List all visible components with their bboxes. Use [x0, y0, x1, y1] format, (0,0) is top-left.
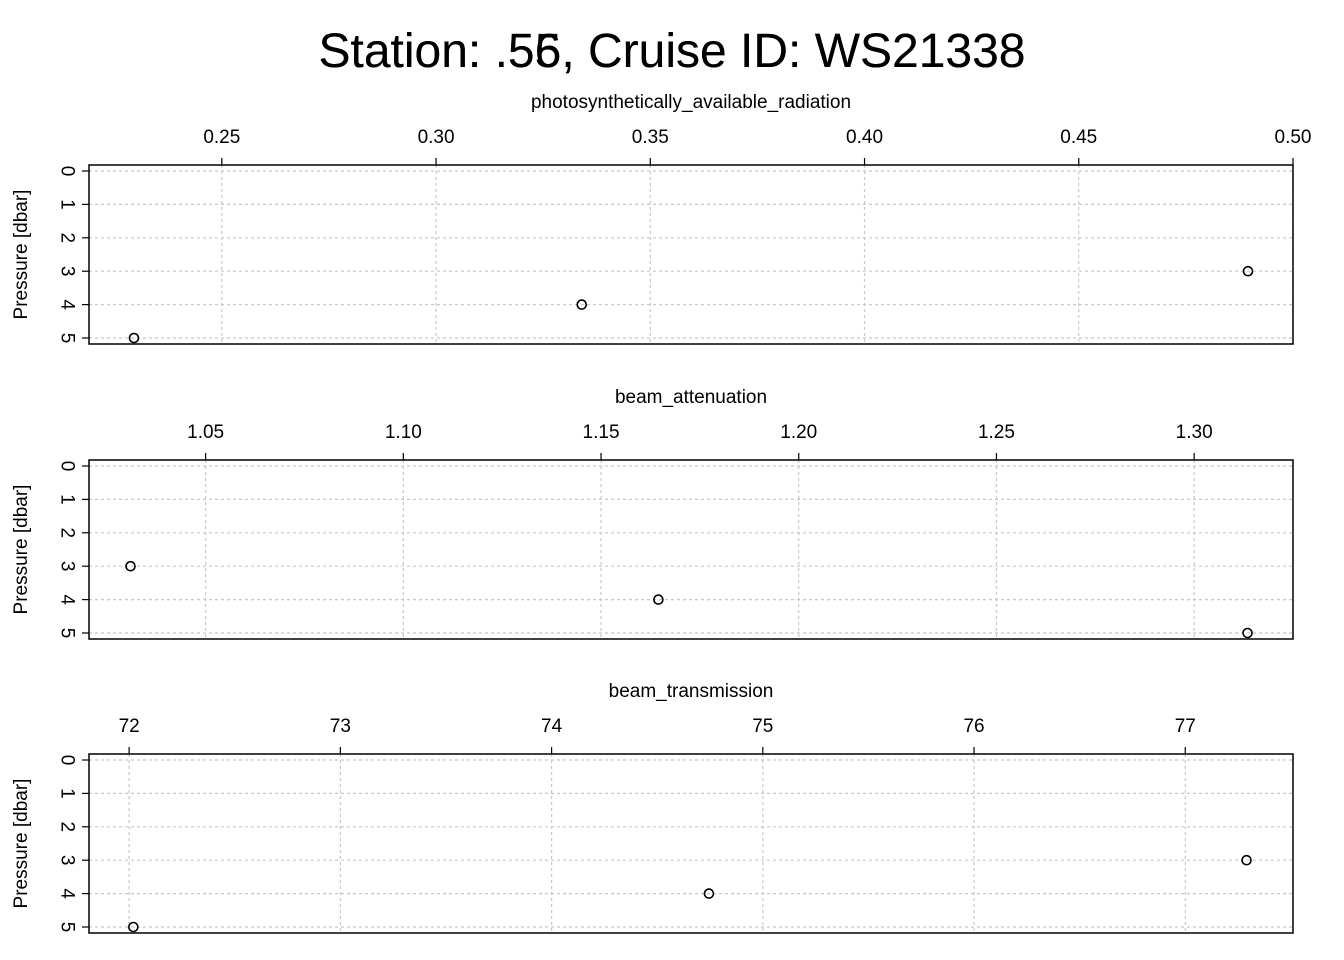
data-point: [125, 560, 136, 572]
x-tick-label: 0.25: [203, 127, 240, 148]
data-point: [128, 921, 139, 933]
data-point: [1242, 627, 1253, 639]
x-axis-label: beam_attenuation: [615, 387, 767, 408]
x-tick-label: 1.25: [978, 422, 1015, 443]
y-tick-label: 0: [57, 755, 78, 766]
x-tick-label: 1.20: [780, 422, 817, 443]
y-tick-label: 3: [57, 855, 78, 866]
chart-title: Station: .56, Cruise ID: WS21338 Station…: [0, 22, 1344, 82]
plot-frame: [88, 459, 1294, 640]
x-tick-label: 0.30: [418, 127, 455, 148]
panel-1: 0.25 0.30 0.35 0.40 0.45 0.50 photosynthetical…: [11, 92, 1312, 345]
x-tick-label: 1.30: [1176, 422, 1213, 443]
y-tick-label: 2: [57, 528, 78, 539]
data-point: [1241, 854, 1252, 866]
x-tick-label: 77: [1175, 716, 1196, 737]
y-tick-label: 5: [57, 333, 78, 344]
x-tick-label: 72: [119, 716, 140, 737]
x-tick-label: 1.05: [187, 422, 224, 443]
y-tick-label: 1: [57, 788, 78, 799]
panel-2: 1.05 1.10 1.15 1.20 1.25 1.30 beam_attenuation…: [11, 387, 1294, 640]
x-tick-label: 0.45: [1060, 127, 1097, 148]
data-point: [653, 594, 664, 605]
x-axis-label: beam_transmission: [609, 681, 774, 702]
y-axis-label: Pressure [dbar]: [11, 190, 32, 320]
plot-frame: [88, 164, 1294, 345]
y-tick-label: 0: [57, 461, 78, 472]
y-axis-label: Pressure [dbar]: [11, 485, 32, 615]
y-axis-label: Pressure [dbar]: [11, 779, 32, 909]
y-tick-label: 2: [57, 822, 78, 833]
x-tick-label: 1.10: [385, 422, 422, 443]
data-point: [128, 332, 140, 344]
x-tick-label: 0.35: [632, 127, 669, 148]
data-point: [703, 888, 715, 899]
x-tick-label: 0.40: [846, 127, 883, 148]
plot-frame: [88, 753, 1294, 934]
y-tick-label: 1: [57, 199, 78, 210]
y-tick-label: 1: [57, 494, 78, 505]
y-tick-label: 5: [57, 922, 78, 933]
x-tick-label: 0.50: [1275, 127, 1312, 148]
x-tick-label: 73: [330, 716, 351, 737]
chart-title-text-b: Station: .55, Cruise ID: WS21338: [318, 25, 1026, 78]
x-axis-label: photosynthetically_available_radiation: [531, 92, 851, 113]
y-tick-label: 3: [57, 561, 78, 572]
y-tick-label: 4: [57, 299, 78, 310]
y-tick-label: 4: [57, 888, 78, 899]
data-point: [1242, 265, 1254, 277]
y-tick-label: 4: [57, 594, 78, 605]
y-tick-label: 3: [57, 266, 78, 277]
panel-3: 72 73 74 75 76 77 beam_transmission 0 1 2 3 4 5 Press…: [11, 681, 1294, 934]
y-tick-label: 2: [57, 233, 78, 244]
data-point: [576, 299, 588, 310]
x-tick-label: 76: [963, 716, 984, 737]
x-tick-label: 75: [752, 716, 773, 737]
x-tick-label: 74: [541, 716, 563, 737]
chart-title-text-a: Station: .56, Cruise ID: WS21338: [318, 25, 1026, 78]
y-tick-label: 5: [57, 628, 78, 639]
y-tick-label: 0: [57, 166, 78, 177]
x-tick-label: 1.15: [583, 422, 620, 443]
